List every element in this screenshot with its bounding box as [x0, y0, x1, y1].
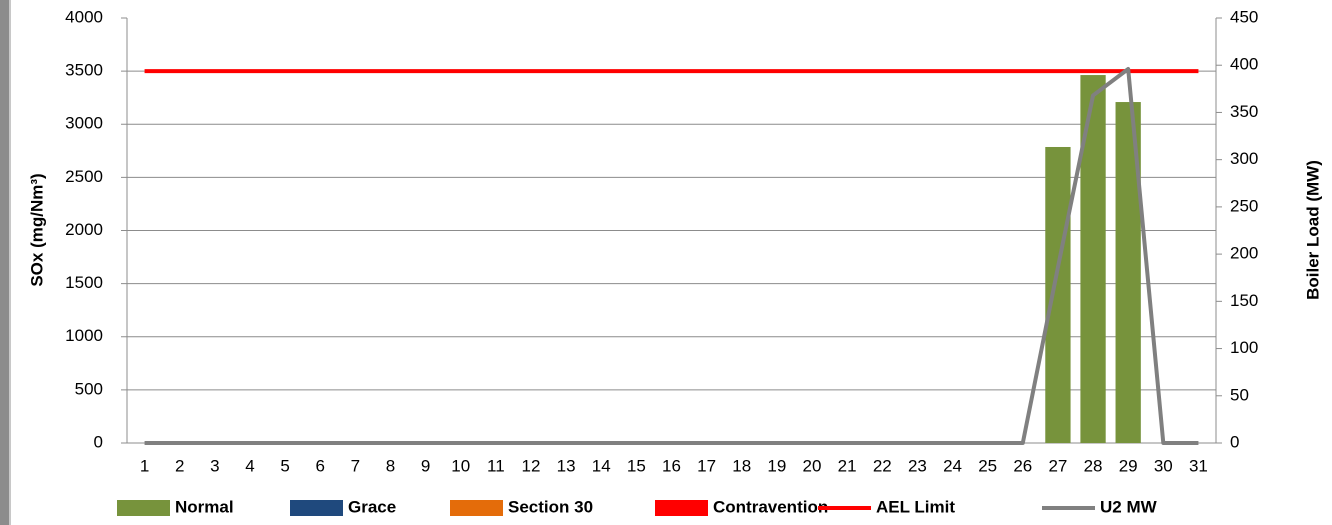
x-tick-label: 13	[557, 456, 576, 475]
y2-tick-label: 200	[1230, 244, 1258, 263]
x-tick-label: 1	[140, 456, 149, 475]
x-tick-label: 14	[592, 456, 611, 475]
x-tick-label: 18	[732, 456, 751, 475]
y-axis-title: SOx (mg/Nm³)	[27, 173, 46, 286]
x-tick-label: 5	[280, 456, 289, 475]
y-tick-label: 0	[94, 432, 103, 451]
x-tick-label: 9	[421, 456, 430, 475]
x-tick-label: 4	[245, 456, 254, 475]
x-tick-label: 26	[1013, 456, 1032, 475]
x-tick-label: 2	[175, 456, 184, 475]
frame-edge	[0, 0, 9, 525]
y-tick-label: 3000	[65, 114, 103, 133]
x-tick-label: 20	[803, 456, 822, 475]
y-tick-label: 1000	[65, 326, 103, 345]
x-tick-label: 23	[908, 456, 927, 475]
legend-label: Grace	[348, 497, 396, 516]
legend-swatch	[117, 500, 170, 516]
y2-tick-label: 150	[1230, 291, 1258, 310]
x-tick-label: 16	[662, 456, 681, 475]
y2-tick-label: 100	[1230, 338, 1258, 357]
x-tick-label: 17	[697, 456, 716, 475]
y-tick-label: 2000	[65, 220, 103, 239]
y2-axis-title: Boiler Load (MW)	[1303, 160, 1322, 300]
legend-label: U2 MW	[1100, 497, 1158, 516]
x-tick-label: 30	[1154, 456, 1173, 475]
legend-swatch	[655, 500, 708, 516]
legend-swatch	[450, 500, 503, 516]
x-tick-label: 19	[767, 456, 786, 475]
y2-tick-label: 0	[1230, 432, 1239, 451]
legend-label: Section 30	[508, 497, 593, 516]
x-tick-label: 29	[1119, 456, 1138, 475]
x-tick-label: 31	[1189, 456, 1208, 475]
y2-tick-label: 450	[1230, 7, 1258, 26]
frame-edge	[9, 0, 11, 525]
x-tick-label: 27	[1048, 456, 1067, 475]
y-tick-label: 3500	[65, 61, 103, 80]
y-tick-label: 4000	[65, 7, 103, 26]
x-tick-label: 6	[315, 456, 324, 475]
y-tick-label: 2500	[65, 167, 103, 186]
y2-tick-label: 400	[1230, 55, 1258, 74]
x-tick-label: 24	[943, 456, 962, 475]
legend-label: AEL Limit	[876, 497, 955, 516]
legend-label: Normal	[175, 497, 234, 516]
legend-swatch	[290, 500, 343, 516]
x-tick-label: 28	[1084, 456, 1103, 475]
y2-tick-label: 50	[1230, 385, 1249, 404]
y2-tick-label: 300	[1230, 149, 1258, 168]
x-tick-label: 12	[522, 456, 541, 475]
x-tick-label: 8	[386, 456, 395, 475]
bar	[1045, 146, 1071, 444]
line-series	[144, 67, 1199, 445]
x-tick-label: 10	[451, 456, 470, 475]
x-tick-label: 7	[351, 456, 360, 475]
x-tick-label: 25	[978, 456, 997, 475]
x-tick-label: 3	[210, 456, 219, 475]
legend-label: Contravention	[713, 497, 828, 516]
y2-tick-label: 350	[1230, 102, 1258, 121]
x-tick-label: 21	[838, 456, 857, 475]
x-tick-label: 22	[873, 456, 892, 475]
x-tick-label: 15	[627, 456, 646, 475]
y-tick-label: 1500	[65, 273, 103, 292]
y-tick-label: 500	[75, 379, 103, 398]
y2-tick-label: 250	[1230, 196, 1258, 215]
x-tick-label: 11	[487, 456, 505, 475]
